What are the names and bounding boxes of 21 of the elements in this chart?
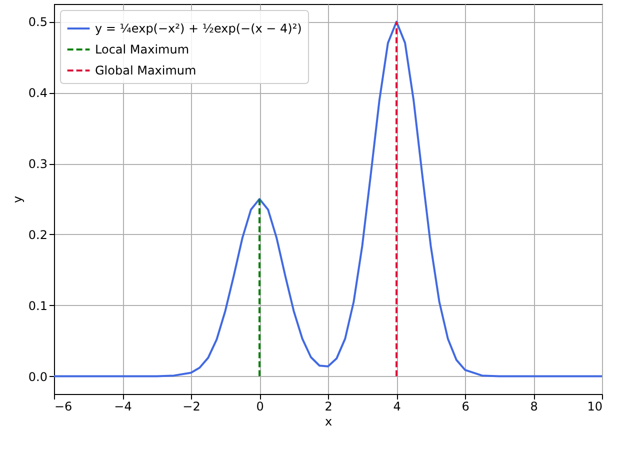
x-axis-title: x	[324, 414, 332, 428]
x-tick-label: 6	[462, 400, 470, 414]
x-tick-label: −2	[182, 400, 200, 414]
y-tick-label: 0.4	[28, 86, 48, 100]
y-tick-label: 0.1	[28, 298, 48, 313]
y-tick-label: 0.2	[28, 228, 48, 242]
x-tick-label: 8	[530, 400, 538, 414]
y-axis-title: y	[10, 196, 24, 204]
x-tick-label: 4	[393, 400, 401, 414]
line-series	[54, 20, 602, 378]
x-tick-label: 0	[256, 400, 264, 414]
legend-label: Local Maximum	[95, 42, 190, 56]
x-tick-label: −6	[54, 400, 72, 414]
y-tick-label: 0.3	[28, 157, 48, 172]
y-tick-label: 0.0	[28, 370, 48, 384]
legend-label: Global Maximum	[95, 64, 196, 78]
y-tick-label: 0.5	[28, 15, 48, 30]
x-tick-label: 10	[587, 400, 602, 414]
x-tick-label: −4	[114, 400, 132, 414]
x-tick-label: 2	[324, 400, 332, 414]
legend-label: y = ¼exp(−x²) + ½exp(−(x − 4)²)	[95, 22, 302, 36]
